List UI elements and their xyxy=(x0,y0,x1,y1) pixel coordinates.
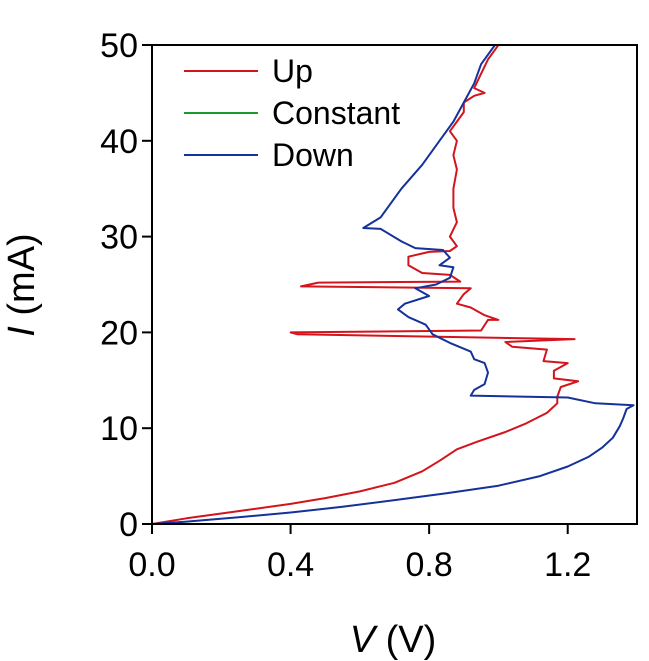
x-axis-title: V (V) xyxy=(350,619,437,661)
series-line-up xyxy=(151,44,580,525)
y-tick-label: 30 xyxy=(100,219,138,257)
x-axis-unit: (V) xyxy=(375,619,436,661)
series-line-down xyxy=(151,44,635,525)
y-axis-unit: (mA) xyxy=(1,233,43,326)
y-axis-ticks: 0 10 20 30 40 50 xyxy=(100,27,152,544)
x-axis-variable: V xyxy=(350,619,379,661)
x-tick-label: 0.4 xyxy=(267,546,314,584)
legend-label-constant: Constant xyxy=(272,95,400,131)
y-tick-label: 0 xyxy=(119,506,138,544)
legend-label-down: Down xyxy=(272,137,354,173)
x-axis-ticks: 0.0 0.4 0.8 1.2 xyxy=(128,524,591,584)
y-tick-label: 40 xyxy=(100,123,138,161)
y-axis-title: I (mA) xyxy=(1,233,43,336)
y-axis-variable: I xyxy=(1,326,43,337)
y-tick-label: 50 xyxy=(100,27,138,65)
x-tick-label: 1.2 xyxy=(544,546,591,584)
x-tick-label: 0.0 xyxy=(128,546,175,584)
legend-label-up: Up xyxy=(272,53,313,89)
plot-frame xyxy=(151,44,638,525)
y-tick-label: 10 xyxy=(100,410,138,448)
y-tick-label: 20 xyxy=(100,314,138,352)
legend: Up Constant Down xyxy=(184,53,400,173)
x-tick-label: 0.8 xyxy=(406,546,453,584)
